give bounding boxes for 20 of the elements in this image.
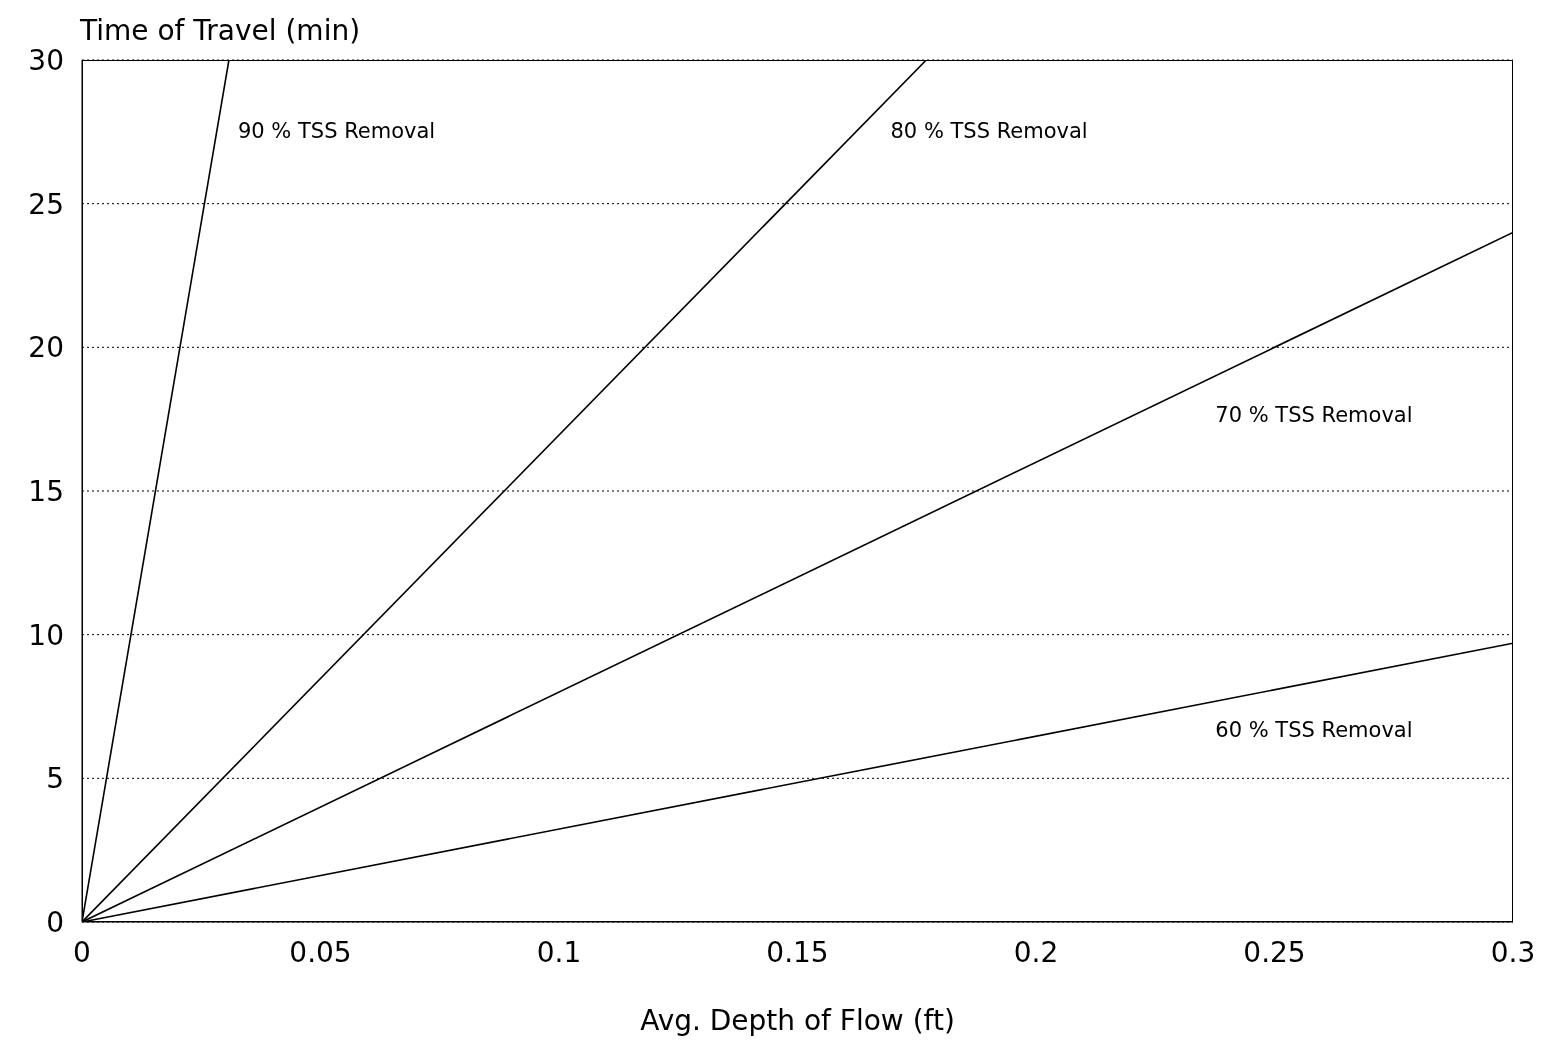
series-label: 80 % TSS Removal [890,119,1088,144]
series-label: 70 % TSS Removal [1215,402,1413,427]
x-tick-label: 0.25 [1243,935,1306,969]
y-tick-label: 15 [28,474,64,508]
y-tick-label: 0 [46,905,64,939]
x-tick-label: 0.15 [766,935,829,969]
x-tick-label: 0.05 [289,935,352,969]
y-tick-label: 25 [28,187,64,221]
x-tick-label: 0.1 [536,935,582,969]
x-tick-label: 0.2 [1013,935,1059,969]
x-tick-label: 0.3 [1490,935,1536,969]
y-tick-label: 10 [28,618,64,652]
y-tick-label: 30 [28,43,64,77]
y-tick-label: 20 [28,331,64,365]
series-label: 90 % TSS Removal [237,119,436,144]
y-axis-title: Time of Travel (min) [80,14,361,47]
x-axis-title: Avg. Depth of Flow (ft) [640,1004,955,1037]
series-label: 60 % TSS Removal [1215,718,1413,743]
y-tick-label: 5 [46,762,64,796]
x-tick-label: 0 [73,935,91,969]
